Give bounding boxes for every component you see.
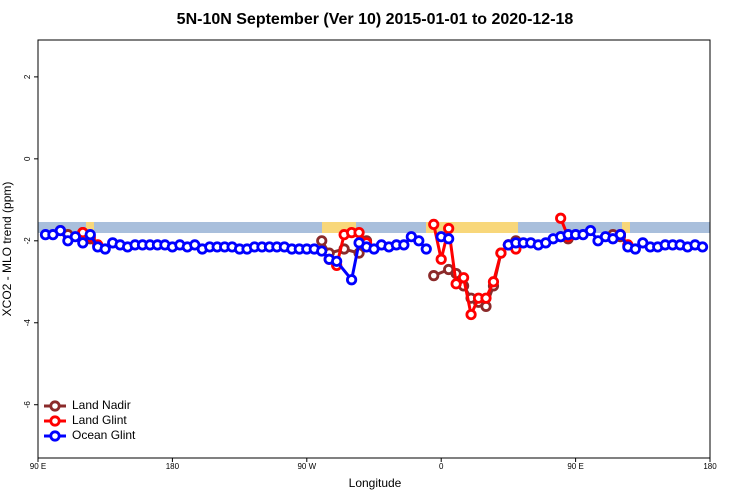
legend-label: Land Glint xyxy=(72,413,127,427)
data-point xyxy=(465,308,477,321)
data-point xyxy=(54,224,67,237)
data-point xyxy=(84,229,96,241)
y-tick-label: -2 xyxy=(23,237,32,245)
y-axis-label: XCO2 - MLO trend (ppm) xyxy=(0,182,14,317)
x-tick-label: 90 W xyxy=(297,462,316,471)
land-strip xyxy=(622,222,630,233)
y-tick-label: 0 xyxy=(23,156,32,161)
land-strip xyxy=(426,222,518,233)
y-tick-label: -4 xyxy=(23,319,32,327)
data-point xyxy=(435,253,447,265)
legend-label: Land Nadir xyxy=(72,398,131,412)
x-tick-label: 90 E xyxy=(567,462,583,471)
x-axis-label: Longitude xyxy=(349,476,402,490)
data-point xyxy=(345,274,358,286)
data-point xyxy=(487,276,500,288)
x-tick-label: 180 xyxy=(703,462,717,471)
data-point xyxy=(584,224,597,237)
plot-frame xyxy=(37,39,711,459)
data-point xyxy=(413,235,425,247)
y-tick-label: 2 xyxy=(23,74,32,79)
data-point xyxy=(428,270,440,282)
data-point xyxy=(443,233,455,245)
data-point xyxy=(450,278,462,290)
data-point xyxy=(398,239,410,251)
data-point xyxy=(331,255,343,267)
x-tick-label: 180 xyxy=(166,462,180,471)
chart-title: 5N-10N September (Ver 10) 2015-01-01 to … xyxy=(177,11,574,28)
data-point xyxy=(428,218,440,231)
legend-marker xyxy=(49,430,61,442)
y-tick-label: -6 xyxy=(23,401,32,409)
x-tick-label: 90 E xyxy=(30,462,46,471)
data-point xyxy=(353,227,365,239)
data-point xyxy=(316,235,328,247)
data-point xyxy=(555,212,567,224)
land-strip xyxy=(86,222,94,233)
land-strip xyxy=(322,222,356,233)
data-point xyxy=(316,245,328,257)
data-point xyxy=(457,272,470,284)
data-point xyxy=(629,243,641,255)
x-tick-label: 0 xyxy=(439,462,444,471)
data-point xyxy=(614,229,627,241)
data-point xyxy=(480,292,492,304)
data-point xyxy=(443,222,455,235)
legend-marker xyxy=(49,400,61,412)
legend-marker xyxy=(49,415,61,427)
data-point xyxy=(420,243,432,255)
data-point xyxy=(77,237,89,249)
map-band xyxy=(38,222,710,233)
data-point xyxy=(495,247,507,259)
data-point xyxy=(69,231,81,243)
legend-label: Ocean Glint xyxy=(72,428,136,442)
data-point xyxy=(696,241,709,253)
data-point xyxy=(99,243,111,255)
